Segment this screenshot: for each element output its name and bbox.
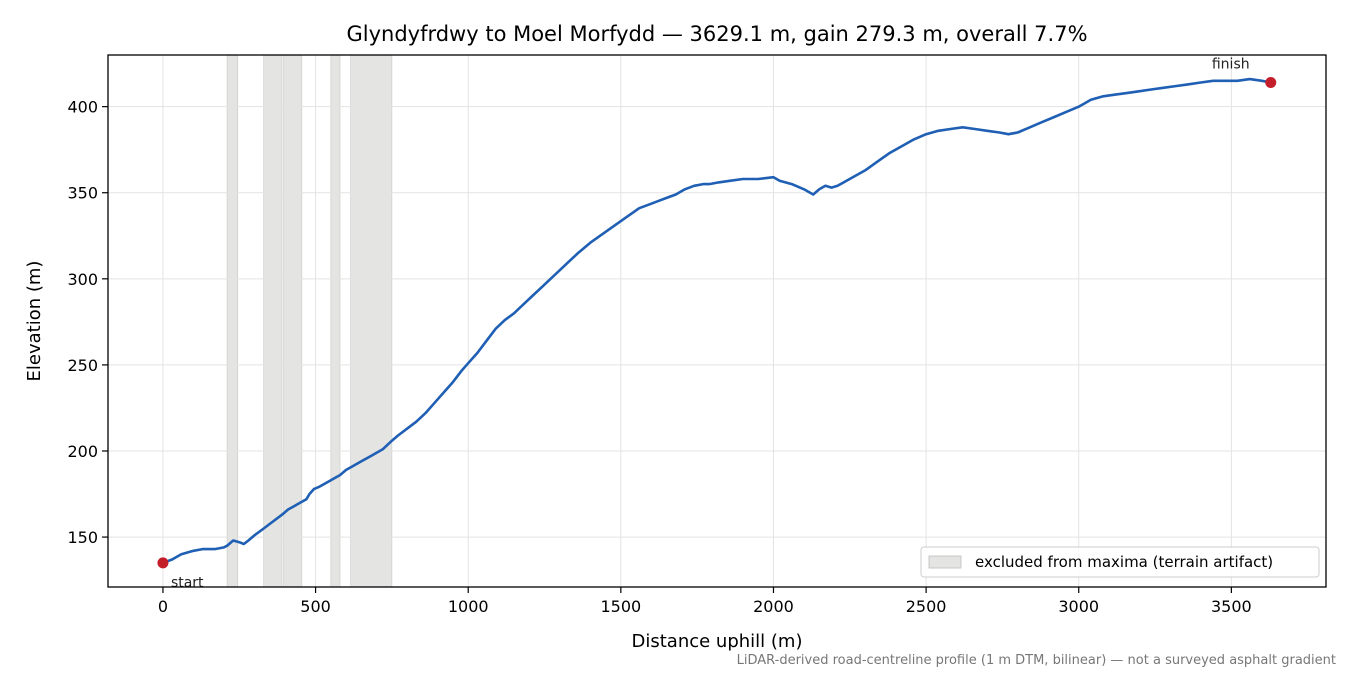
marker-label-start: start [171, 575, 204, 591]
marker-label-finish: finish [1212, 57, 1250, 73]
series-group [161, 77, 1272, 565]
marker-group: start finish [157, 57, 1277, 591]
excluded-region-4 [350, 54, 393, 588]
legend-swatch-excluded [928, 555, 962, 569]
x-tick-label-7: 3500 [1211, 597, 1252, 616]
excluded-region-1 [263, 54, 283, 588]
series-line-0 [161, 77, 1272, 565]
legend-box [920, 546, 1320, 578]
x-axis-ticks: 0 500 1000 1500 2000 2500 3000 3500 [158, 587, 1252, 616]
grid-lines [108, 55, 1326, 587]
excluded-region-3 [330, 54, 341, 588]
chart-title: Glyndyfrdwy to Moel Morfydd — 3629.1 m, … [346, 22, 1087, 46]
y-axis-title: Elevation (m) [24, 261, 45, 382]
y-tick-label-0: 150 [67, 528, 98, 547]
x-axis-title: Distance uphill (m) [632, 631, 803, 652]
x-tick-label-0: 0 [158, 597, 168, 616]
x-tick-label-1: 500 [300, 597, 331, 616]
legend: excluded from maxima (terrain artifact) [920, 546, 1320, 578]
plot-frame [107, 54, 1327, 588]
y-tick-label-3: 300 [67, 270, 98, 289]
excluded-regions [226, 54, 393, 588]
legend-label-excluded: excluded from maxima (terrain artifact) [975, 553, 1273, 571]
footnote: LiDAR-derived road-centreline profile (1… [737, 653, 1336, 668]
excluded-region-0 [226, 54, 239, 588]
marker-finish [1265, 77, 1277, 89]
x-tick-label-6: 3000 [1058, 597, 1099, 616]
x-tick-label-4: 2000 [753, 597, 794, 616]
y-tick-label-5: 400 [67, 98, 98, 117]
x-tick-label-2: 1000 [448, 597, 489, 616]
x-tick-label-3: 1500 [600, 597, 641, 616]
x-tick-label-5: 2500 [906, 597, 947, 616]
y-tick-label-4: 350 [67, 184, 98, 203]
y-axis-ticks: 150 200 250 300 350 400 [67, 98, 108, 547]
y-tick-label-2: 250 [67, 356, 98, 375]
marker-start [157, 557, 169, 569]
y-tick-label-1: 200 [67, 442, 98, 461]
